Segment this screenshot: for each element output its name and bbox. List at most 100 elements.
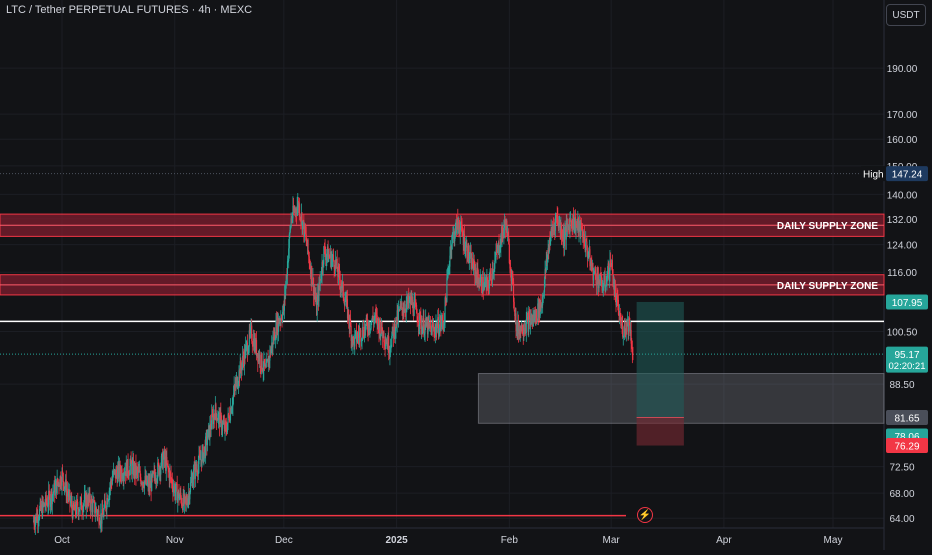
candle-body	[149, 480, 152, 488]
candle-body	[249, 327, 252, 333]
candle-body	[97, 510, 99, 512]
candle-body	[48, 490, 50, 495]
candle-body	[120, 469, 122, 478]
candle-body	[103, 499, 105, 509]
candle-body	[540, 304, 543, 308]
candle-body	[585, 238, 587, 242]
candle-body	[39, 508, 41, 519]
candle-body	[523, 330, 526, 332]
candle-body	[250, 325, 252, 328]
candle-body	[477, 267, 479, 278]
candle-body	[225, 426, 227, 431]
candle-body	[259, 355, 261, 362]
candle-body	[503, 220, 506, 228]
candle-body	[501, 226, 503, 244]
x-tick-label: 2025	[385, 535, 408, 546]
candle-body	[500, 235, 502, 248]
candle-body	[475, 270, 477, 276]
candle-body	[326, 246, 329, 255]
candle-body	[239, 361, 241, 379]
candle-body	[146, 482, 149, 485]
candle-body	[214, 415, 216, 420]
candle-body	[561, 237, 563, 239]
candle-body	[219, 412, 221, 428]
candle-body	[68, 490, 70, 492]
candle-body	[44, 506, 46, 507]
candle-body	[283, 305, 285, 311]
candle-body	[232, 393, 235, 398]
candle-body	[409, 296, 411, 300]
candle-body	[575, 224, 577, 232]
candle-body	[291, 218, 293, 220]
candle-body	[163, 450, 165, 460]
candle-body	[409, 296, 412, 305]
candle-body	[37, 514, 39, 524]
candle-body	[341, 282, 343, 289]
candle-body	[236, 376, 238, 388]
candle-body	[594, 268, 596, 275]
candle-body	[294, 210, 296, 213]
candle-body	[46, 502, 49, 507]
candle-body	[427, 319, 429, 335]
candle-body	[619, 313, 621, 320]
candle-body	[178, 490, 180, 500]
candle-body	[587, 255, 589, 258]
candle-body	[320, 275, 322, 279]
candle-body	[245, 345, 247, 358]
candle-body	[386, 342, 388, 345]
candle-body	[581, 229, 583, 231]
candle-body	[160, 455, 162, 467]
candle-body	[222, 422, 224, 429]
candle-body	[332, 254, 335, 261]
candle-body	[629, 324, 631, 334]
candle-body	[231, 408, 233, 414]
lightning-icon[interactable]: ⚡	[637, 507, 653, 523]
candle-body	[66, 491, 68, 497]
candle-body	[568, 225, 570, 227]
candle-body	[367, 329, 369, 333]
candle-body	[212, 414, 215, 424]
candle-body	[322, 264, 324, 268]
candle-body	[428, 322, 430, 324]
currency-button[interactable]: USDT	[886, 4, 926, 26]
candle-body	[362, 326, 364, 339]
candle-body	[513, 301, 515, 310]
candle-body	[394, 330, 396, 337]
candle-body	[368, 322, 370, 333]
candle-body	[52, 492, 55, 494]
candle-body	[552, 227, 554, 232]
candle-body	[365, 324, 367, 331]
candle-body	[331, 259, 333, 268]
candle-body	[414, 301, 416, 305]
candle-body	[351, 337, 353, 341]
candle-body	[276, 321, 278, 335]
candle-body	[626, 321, 628, 327]
candle-body	[193, 465, 195, 470]
candle-body	[498, 242, 500, 253]
candle-body	[569, 220, 571, 233]
candle-body	[277, 318, 279, 333]
candle-body	[78, 511, 80, 515]
candle-body	[524, 327, 526, 331]
candle-body	[388, 353, 390, 355]
candle-body	[234, 386, 236, 387]
candle-body	[503, 227, 505, 236]
candle-body	[332, 254, 334, 258]
candle-body	[194, 465, 196, 479]
candle-body	[472, 267, 474, 271]
candle-body	[545, 269, 547, 271]
candle-body	[40, 504, 42, 510]
candle-body	[222, 422, 224, 424]
candle-body	[304, 224, 306, 233]
candle-body	[606, 277, 608, 286]
supply-zone-label: DAILY SUPPLY ZONE	[777, 221, 878, 232]
candle-body	[424, 324, 426, 334]
candle-body	[128, 473, 130, 475]
candle-body	[404, 308, 406, 312]
candle-body	[549, 237, 552, 246]
candle-body	[490, 273, 492, 280]
candle-body	[564, 228, 566, 235]
candle-body	[140, 477, 142, 484]
